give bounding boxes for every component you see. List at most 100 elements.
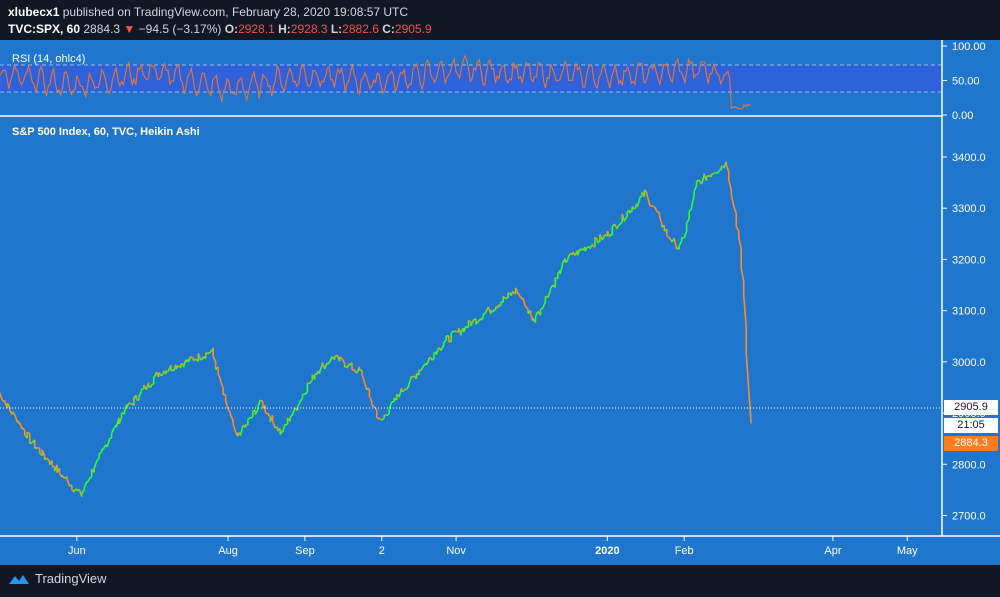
username[interactable]: xlubecx1: [8, 5, 60, 19]
price-segment: [217, 373, 222, 381]
price-segment: [66, 478, 71, 486]
price-segment: [391, 400, 395, 403]
price-segment: [125, 402, 130, 409]
price-segment: [41, 449, 46, 457]
price-segment: [11, 411, 16, 416]
price-segment: [44, 457, 48, 461]
price-segment: [649, 204, 653, 207]
price-segment: [368, 395, 373, 403]
price-segment: [420, 364, 425, 370]
price-segment: [6, 402, 11, 408]
price-pane-label[interactable]: S&P 500 Index, 60, TVC, Heikin Ashi: [12, 126, 200, 138]
price-segment: [470, 319, 475, 327]
price-segment: [725, 165, 730, 173]
price-segment: [514, 287, 519, 295]
price-segment: [542, 301, 547, 309]
price-segment: [291, 407, 296, 415]
rsi-label[interactable]: RSI (14, ohlc4): [12, 53, 86, 65]
tradingview-logo[interactable]: TradingView: [8, 571, 107, 586]
price-segment: [624, 216, 628, 221]
price-tick-label: 3100.0: [952, 306, 986, 318]
time-tick-label: Aug: [218, 545, 238, 557]
footer: [0, 565, 1000, 597]
price-segment: [289, 414, 294, 419]
rsi-tick-label: 50.00: [952, 76, 980, 88]
high-value: 2928.3: [290, 22, 328, 36]
symbol-label[interactable]: TVC:SPX, 60: [8, 22, 81, 36]
price-segment: [700, 176, 705, 185]
price-segment: [668, 237, 673, 242]
price-segment: [522, 297, 527, 308]
price-segment: [98, 451, 103, 455]
price-segment: [505, 296, 509, 300]
price-segment: [46, 457, 51, 463]
price-segment: [192, 358, 197, 362]
time-tick-label: Nov: [446, 545, 466, 557]
price-tick-label: 2800.0: [952, 459, 986, 471]
price-segment: [597, 240, 601, 244]
close-label: C:: [382, 22, 395, 36]
price-segment: [160, 372, 165, 377]
price-segment: [431, 358, 435, 361]
price-segment: [29, 441, 33, 445]
time-tick-label: Jun: [68, 545, 86, 557]
price-segment: [334, 354, 338, 358]
time-tick-label: Sep: [295, 545, 315, 557]
price-segment: [688, 208, 693, 213]
price-segment: [493, 308, 497, 312]
price-tick-label: 3300.0: [952, 203, 986, 215]
price-segment: [693, 185, 698, 192]
price-segment: [237, 431, 241, 435]
price-segment: [584, 246, 589, 252]
price-segment: [401, 390, 405, 393]
price-segment: [105, 441, 110, 448]
price-change: −94.5 (−3.17%): [138, 22, 222, 36]
price-segment: [388, 401, 393, 410]
price-segment: [239, 425, 244, 436]
price-segment: [271, 421, 276, 429]
price-segment: [212, 356, 217, 363]
open-value: 2928.1: [238, 22, 275, 36]
price-segment: [564, 259, 569, 264]
price-segment: [88, 475, 93, 480]
price-axis: 2700.02800.02900.03000.03100.03200.03300…: [942, 152, 986, 523]
price-segment: [706, 175, 710, 178]
price-segment: [629, 209, 633, 214]
price-segment: [21, 427, 26, 431]
price-segment: [326, 361, 331, 365]
time-tick-label: 2: [379, 545, 385, 557]
price-segment: [639, 195, 643, 199]
price-segment: [559, 263, 564, 275]
price-segment: [0, 393, 4, 401]
price-segment: [86, 479, 90, 483]
price-segment: [207, 351, 212, 355]
price-segment: [299, 397, 304, 403]
price-segment: [371, 404, 375, 408]
price-segment: [386, 412, 390, 417]
close-value: 2905.9: [394, 22, 432, 36]
open-label: O:: [224, 22, 239, 36]
price-segment: [673, 238, 678, 250]
price-segment: [232, 423, 237, 432]
price-segment: [118, 417, 123, 425]
price-segment: [443, 339, 447, 344]
price-segment: [224, 399, 229, 410]
price-segment: [480, 316, 484, 321]
price-segment: [296, 401, 301, 408]
price-segment: [571, 251, 576, 256]
price-segment: [690, 195, 695, 207]
price-segment: [745, 352, 750, 389]
time-tick-label: May: [897, 545, 918, 557]
price-segment: [83, 481, 88, 489]
price-segment: [339, 356, 343, 360]
price-segment: [304, 391, 308, 395]
rsi-line: [0, 54, 752, 110]
price-segment: [309, 379, 313, 384]
price-tick-label: 3400.0: [952, 152, 986, 164]
price-segment: [502, 295, 507, 300]
price-segment: [219, 380, 224, 389]
price-segment: [341, 358, 346, 364]
price-segment: [742, 294, 747, 327]
price-segment: [435, 347, 440, 355]
